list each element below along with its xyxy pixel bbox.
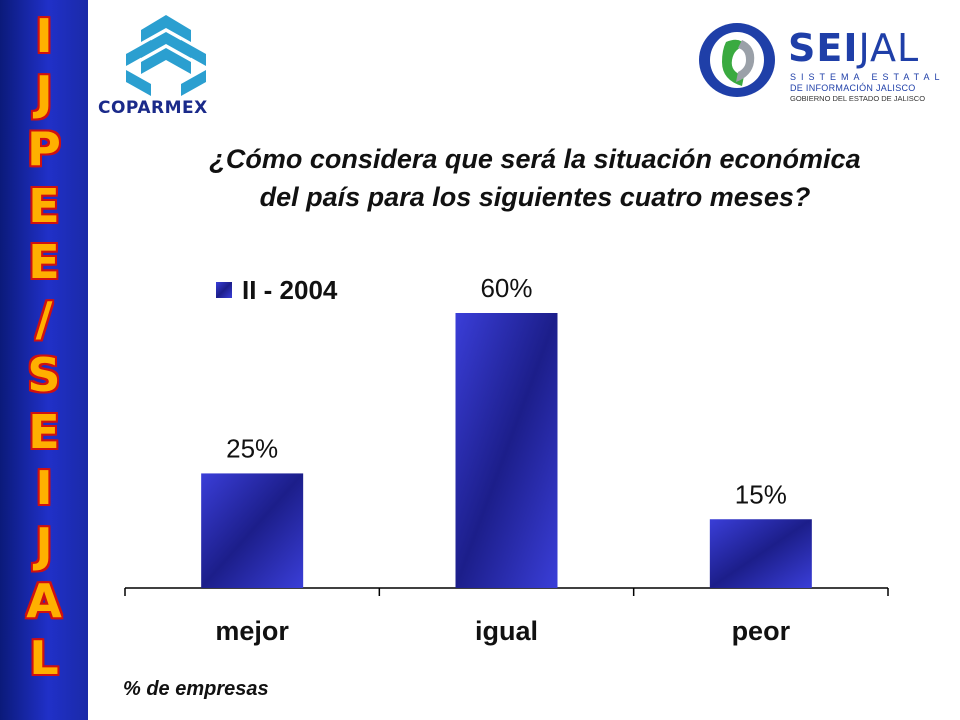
legend-swatch [216, 282, 232, 298]
seijal-name-bold: SEI [788, 26, 859, 70]
coparmex-emblem-icon [126, 15, 206, 96]
footnote: % de empresas [123, 678, 269, 700]
sidebar-letter: J [35, 517, 53, 572]
bar [455, 313, 558, 588]
seijal-name-regular: JAL [858, 26, 920, 70]
chart-title-line-2: del país para los siguientes cuatro mese… [259, 182, 811, 212]
legend-label: II - 2004 [242, 275, 338, 305]
coparmex-logo: COPARMEX [96, 10, 236, 122]
bar-value-label: 25% [226, 433, 278, 463]
sidebar-letter: E [28, 178, 60, 233]
sidebar-letter: A [26, 574, 62, 628]
seijal-subtitle-3: GOBIERNO DEL ESTADO DE JALISCO [790, 94, 926, 103]
bar-value-label: 60% [480, 273, 532, 303]
sidebar-letter: I [35, 9, 53, 63]
seijal-wordmark: SEIJAL [788, 26, 919, 70]
sidebar-letters: I J P E E / S E I J A L [0, 8, 88, 686]
sidebar-letter: S [27, 348, 61, 402]
chart-title: ¿Cómo considera que será la situación ec… [110, 140, 960, 216]
seijal-subtitle-1: SISTEMA ESTATAL [790, 72, 945, 82]
seijal-logo: SEIJAL SISTEMA ESTATAL DE INFORMACIÓN JA… [696, 20, 946, 103]
bar-value-label: 15% [735, 479, 787, 509]
bar [709, 519, 812, 588]
sidebar-letter: P [27, 122, 61, 176]
coparmex-wordmark: COPARMEX [98, 98, 208, 118]
sidebar-letter: J [35, 65, 53, 120]
sidebar-letter: L [29, 630, 59, 685]
bar [201, 473, 304, 588]
sidebar-letter: E [28, 404, 60, 459]
seijal-subtitle-2: DE INFORMACIÓN JALISCO [790, 83, 916, 93]
x-tick-label: mejor [215, 616, 289, 646]
sidebar-letter: I [35, 461, 53, 515]
seijal-emblem-icon [699, 23, 775, 97]
x-tick-label: peor [732, 616, 791, 646]
chart-title-line-1: ¿Cómo considera que será la situación ec… [209, 144, 861, 174]
x-tick-label: igual [475, 616, 538, 646]
sidebar-letter: E [28, 235, 60, 289]
sidebar-letter: / [35, 291, 53, 346]
sidebar-banner: I J P E E / S E I J A L [0, 0, 88, 720]
